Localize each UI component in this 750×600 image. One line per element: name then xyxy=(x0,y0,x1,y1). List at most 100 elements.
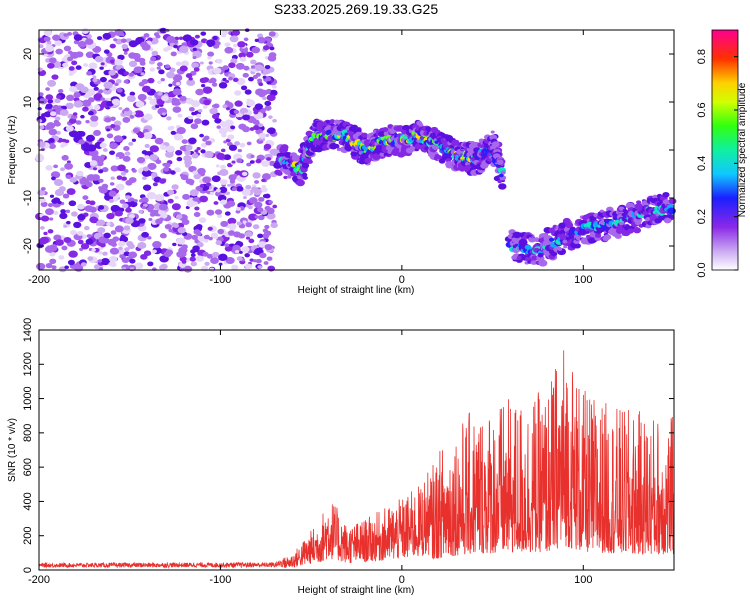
spectrogram-cell xyxy=(181,260,187,264)
spectrogram-cell xyxy=(132,127,140,134)
spectrogram-cell xyxy=(264,64,271,70)
spectrogram-cell xyxy=(151,50,159,56)
spectrogram-cell xyxy=(73,39,80,45)
spectrogram-cell xyxy=(141,205,147,210)
spectrogram-cell xyxy=(216,152,226,160)
spectrogram-cell xyxy=(102,251,108,256)
spectrogram-cell xyxy=(226,200,236,207)
spectrogram-cell xyxy=(156,62,163,67)
spectrogram-cell xyxy=(71,60,78,66)
spectrogram-cell xyxy=(43,231,48,236)
spectrogram-cell xyxy=(211,175,221,183)
spectrogram-cell xyxy=(195,255,204,262)
spectrogram-cell xyxy=(106,100,114,107)
spectrogram-cell xyxy=(218,82,228,89)
spectrogram-cell xyxy=(43,29,53,37)
spectrogram-cell xyxy=(141,169,152,177)
spectrogram-cell xyxy=(48,143,56,150)
spectrogram-cell xyxy=(125,180,133,186)
spectrogram-cell xyxy=(70,230,77,236)
spectrogram-cell xyxy=(155,104,160,109)
figure-title: S233.2025.269.19.33.G25 xyxy=(274,1,438,17)
spectrogram-cell xyxy=(197,108,203,113)
spectrogram-cell xyxy=(262,67,272,75)
spectrogram-cell xyxy=(227,230,236,236)
spectrogram-cell xyxy=(100,62,105,66)
spectrogram-cell xyxy=(52,34,61,41)
spectrogram-x-tick-label: 100 xyxy=(574,274,592,286)
spectrogram-cell xyxy=(255,158,262,164)
spectrogram-cell xyxy=(668,198,677,205)
spectrogram-cell xyxy=(43,36,51,42)
spectrogram-x-axis-label: Height of straight line (km) xyxy=(298,285,415,296)
spectrogram-cell xyxy=(234,141,241,146)
spectrogram-cell xyxy=(173,133,184,141)
spectrogram-cell xyxy=(183,265,193,273)
spectrogram-cell xyxy=(144,155,150,160)
spectrogram-cell xyxy=(109,150,116,155)
spectrogram-cell xyxy=(594,233,602,238)
spectrogram-cell xyxy=(80,86,89,94)
colorbar-gradient xyxy=(711,29,739,271)
spectrogram-cell xyxy=(228,76,233,81)
spectrogram-cell xyxy=(231,160,236,164)
spectrogram-cell xyxy=(225,79,230,83)
spectrogram-cell xyxy=(418,122,424,127)
spectrogram-cell xyxy=(257,214,265,221)
spectrogram-cell xyxy=(336,148,341,152)
spectrogram-cell xyxy=(248,238,255,244)
spectrogram-cell xyxy=(178,45,189,54)
spectrogram-cell xyxy=(176,156,183,162)
spectrogram-cell xyxy=(158,264,166,271)
spectrogram-cell xyxy=(228,62,236,69)
spectrogram-cell xyxy=(129,258,136,264)
spectrogram-cell xyxy=(355,128,362,134)
spectrogram-cell xyxy=(176,250,186,258)
spectrogram-cell xyxy=(166,116,172,121)
spectrogram-cell xyxy=(266,212,276,220)
spectrogram-cell xyxy=(177,113,183,118)
spectrogram-cell xyxy=(98,186,103,190)
spectrogram-cell xyxy=(73,221,82,229)
spectrogram-cell xyxy=(208,236,213,241)
spectrogram-cell xyxy=(151,172,157,177)
spectrogram-cell xyxy=(224,245,233,252)
spectrogram-cell xyxy=(129,200,138,208)
spectrogram-cell xyxy=(199,184,205,188)
spectrogram-cell xyxy=(176,127,186,135)
spectrogram-cell xyxy=(214,209,223,215)
spectrogram-cell xyxy=(54,40,62,46)
spectrogram-cell xyxy=(237,148,242,153)
spectrogram-cell xyxy=(216,58,223,64)
spectrogram-cell xyxy=(614,233,622,239)
spectrogram-cell xyxy=(137,133,145,139)
spectrogram-cell xyxy=(550,252,555,256)
spectrogram-cell xyxy=(291,154,301,162)
spectrogram-cell xyxy=(198,217,207,223)
spectrogram-cell xyxy=(264,105,272,111)
spectrogram-cell xyxy=(99,66,104,70)
spectrogram-cell xyxy=(51,123,56,127)
spectrogram-cell xyxy=(250,59,257,65)
spectrogram-cell xyxy=(143,131,153,140)
spectrogram-cell xyxy=(234,232,242,238)
spectrogram-cell xyxy=(132,111,136,115)
spectrogram-cell xyxy=(248,213,258,221)
spectrogram-cell xyxy=(216,213,223,218)
colorbar-tick-label: 0.0 xyxy=(696,262,708,277)
spectrogram-cell xyxy=(184,159,193,166)
spectrogram-cell xyxy=(117,54,125,61)
spectrogram-cell xyxy=(248,205,253,210)
spectrogram-cell xyxy=(154,137,164,145)
spectrogram-cell xyxy=(35,262,46,270)
spectrogram-cell xyxy=(196,241,204,248)
spectrogram-cell xyxy=(147,162,157,170)
spectrogram-cell xyxy=(585,228,590,232)
spectrogram-cell xyxy=(202,251,209,257)
spectrogram-cell xyxy=(202,137,208,142)
spectrogram-cell xyxy=(119,199,126,204)
spectrogram-cell xyxy=(212,43,220,49)
spectrogram-cell xyxy=(182,193,191,200)
spectrogram-cell xyxy=(98,205,105,210)
spectrogram-cell xyxy=(179,65,188,72)
